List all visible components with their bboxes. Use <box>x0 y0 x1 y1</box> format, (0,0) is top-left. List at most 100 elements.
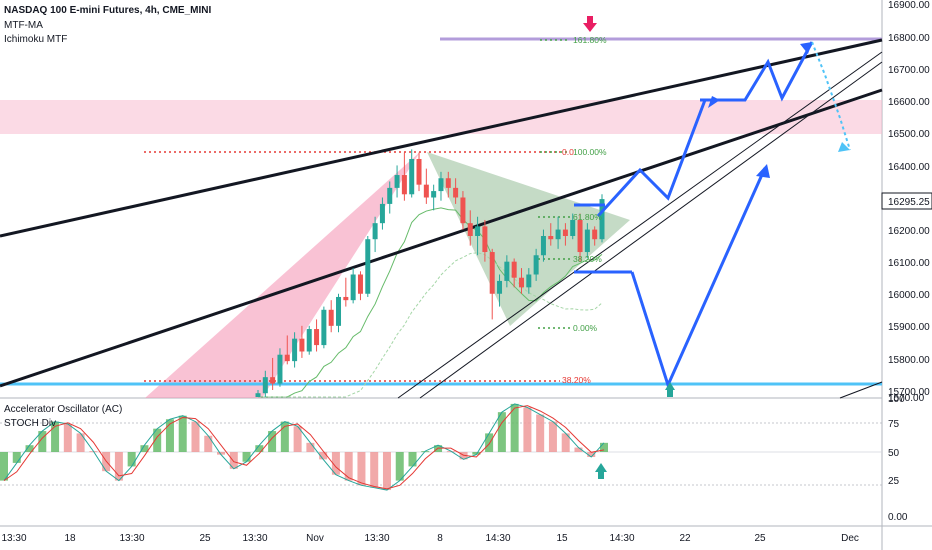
oscillator-panel[interactable] <box>0 398 882 526</box>
candle-body[interactable] <box>314 329 320 346</box>
candle-body[interactable] <box>526 274 532 288</box>
oscillator-bar <box>561 433 570 452</box>
oscillator-bar <box>408 452 417 467</box>
candle-body[interactable] <box>292 338 298 362</box>
candle-body[interactable] <box>401 175 407 195</box>
candle-body[interactable] <box>328 309 334 326</box>
projection-arrowhead-1 <box>708 96 720 108</box>
oscillator-bar <box>293 426 302 452</box>
candle-body[interactable] <box>365 239 371 294</box>
oscillator-bar <box>574 447 583 452</box>
candle-body[interactable] <box>555 229 561 240</box>
osc-tick-label: 50 <box>888 448 900 459</box>
oscillator-bar <box>191 421 200 452</box>
candle-body[interactable] <box>270 377 276 384</box>
candlestick-series[interactable] <box>255 149 605 397</box>
candle-body[interactable] <box>284 354 290 362</box>
upper-trendline[interactable] <box>0 38 883 238</box>
time-tick-label: 14:30 <box>485 533 510 544</box>
candle-body[interactable] <box>321 309 327 346</box>
price-tick-label: 16600.00 <box>888 97 930 108</box>
candle-body[interactable] <box>475 226 481 236</box>
projection-lower-path[interactable] <box>630 167 767 390</box>
projection-dotted-drop[interactable] <box>811 41 851 151</box>
candle-body[interactable] <box>577 219 583 253</box>
candle-body[interactable] <box>431 191 437 198</box>
candle-body[interactable] <box>489 252 495 294</box>
oscillator-bar <box>472 452 481 455</box>
stoch-d-line[interactable] <box>3 405 605 490</box>
candle-body[interactable] <box>299 338 305 352</box>
candle-body[interactable] <box>504 261 510 281</box>
candle-body[interactable] <box>599 199 605 240</box>
candle-body[interactable] <box>445 178 451 188</box>
candle-body[interactable] <box>584 229 590 253</box>
oscillator-bar <box>63 423 72 452</box>
candle-body[interactable] <box>255 393 261 397</box>
candle-body[interactable] <box>357 274 363 294</box>
candle-body[interactable] <box>548 236 554 240</box>
indicator-label-ichimoku[interactable]: Ichimoku MTF <box>4 34 68 45</box>
price-tick-label: 16200.00 <box>888 226 930 237</box>
lower-trendline[interactable] <box>0 88 883 388</box>
candle-body[interactable] <box>518 277 524 288</box>
green-triangle[interactable] <box>427 152 630 326</box>
price-tick-label: 1570.00 <box>888 393 925 404</box>
candle-body[interactable] <box>460 197 466 224</box>
candle-body[interactable] <box>467 223 473 236</box>
candle-body[interactable] <box>416 159 422 185</box>
candle-body[interactable] <box>423 184 429 198</box>
candle-body[interactable] <box>262 377 268 394</box>
candle-body[interactable] <box>394 175 400 188</box>
indicator-label-mtf-ma[interactable]: MTF-MA <box>4 20 43 31</box>
candle-body[interactable] <box>482 226 488 253</box>
candle-body[interactable] <box>540 236 546 256</box>
time-tick-label: 14:30 <box>609 533 634 544</box>
thin-trendline-1[interactable] <box>397 51 883 399</box>
oscillator-bar <box>319 452 328 460</box>
price-axis-panel[interactable] <box>882 0 932 550</box>
time-tick-label: 8 <box>437 533 443 544</box>
oscillator-axis-ticks: 100 75 50 25 0.00 <box>888 394 908 523</box>
time-axis-ticks: 13:30 18 13:30 25 13:30 Nov 13:30 8 14:30 15 14:30… <box>1 533 858 544</box>
oscillator-bar <box>395 452 404 481</box>
candle-body[interactable] <box>379 203 385 224</box>
candle-body[interactable] <box>570 219 576 236</box>
pink-fan-triangle[interactable] <box>145 152 420 398</box>
candle-body[interactable] <box>343 296 349 301</box>
ma-line-fast[interactable] <box>258 207 603 398</box>
candle-body[interactable] <box>336 296 342 326</box>
resistance-zone[interactable] <box>0 100 882 134</box>
candle-body[interactable] <box>497 280 503 294</box>
stoch-k-line[interactable] <box>3 403 605 491</box>
oscillator-bar <box>114 452 123 481</box>
candle-body[interactable] <box>438 178 444 192</box>
thin-trendline-2[interactable] <box>419 61 883 399</box>
ma-line-slow[interactable] <box>258 252 603 398</box>
thin-trendline-3[interactable] <box>839 381 883 399</box>
osc-tick-label: 25 <box>888 476 900 487</box>
candle-body[interactable] <box>533 255 539 275</box>
projection-arrowhead-3 <box>756 164 770 178</box>
oscillator-label-ac[interactable]: Accelerator Oscillator (AC) <box>4 404 123 415</box>
candle-body[interactable] <box>372 223 378 240</box>
candle-body[interactable] <box>387 187 393 204</box>
candle-body[interactable] <box>453 187 459 198</box>
candle-body[interactable] <box>306 329 312 352</box>
candle-body[interactable] <box>511 261 517 278</box>
time-tick-label: 13:30 <box>1 533 26 544</box>
candle-body[interactable] <box>350 274 356 301</box>
candle-body[interactable] <box>277 354 283 384</box>
current-price-label: 16295.25 <box>888 197 930 208</box>
oscillator-label-stoch[interactable]: STOCH Div <box>4 418 57 429</box>
projection-top-path[interactable] <box>700 41 814 102</box>
candle-body[interactable] <box>562 229 568 236</box>
price-tick-label: 15800.00 <box>888 355 930 366</box>
stochastic-lines[interactable] <box>3 403 605 491</box>
up-arrow-marker-icon <box>665 382 675 397</box>
candle-body[interactable] <box>409 159 415 195</box>
oscillator-bar <box>25 445 34 452</box>
time-tick-label: 18 <box>64 533 76 544</box>
candle-body[interactable] <box>592 229 598 240</box>
